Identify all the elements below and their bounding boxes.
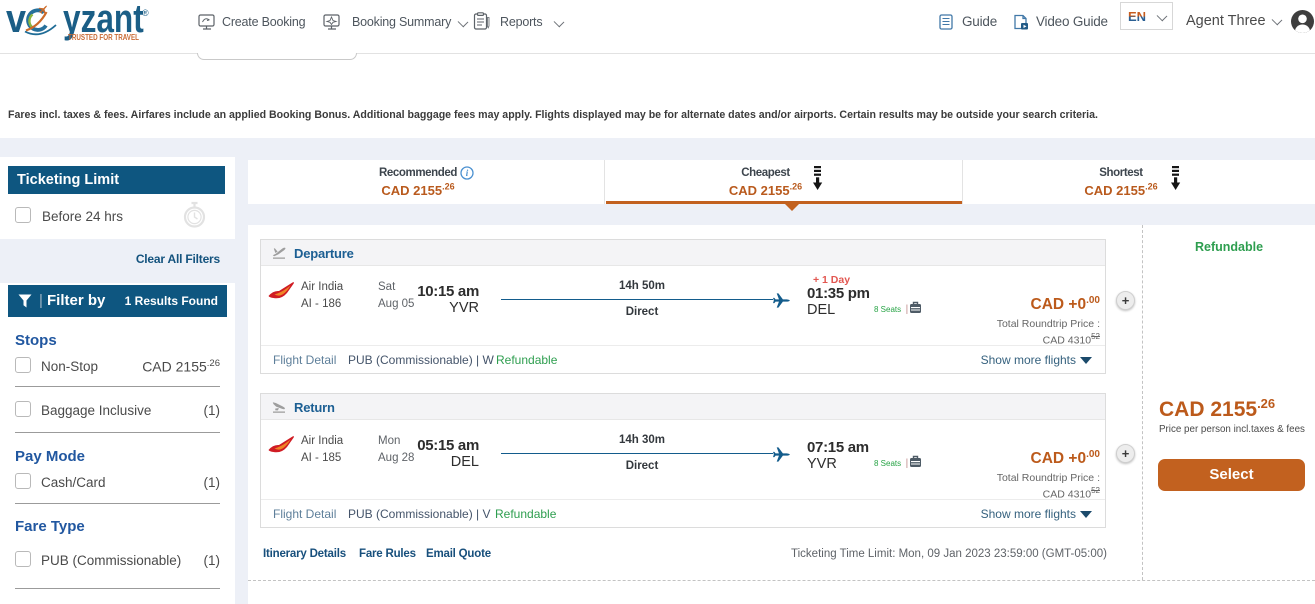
svg-text:TRUSTED FOR TRAVEL: TRUSTED FOR TRAVEL bbox=[68, 32, 139, 42]
svg-text:i: i bbox=[466, 168, 469, 178]
svg-text:v: v bbox=[6, 0, 26, 41]
svg-text:yzant: yzant bbox=[63, 0, 144, 41]
svg-text:®: ® bbox=[142, 8, 149, 18]
